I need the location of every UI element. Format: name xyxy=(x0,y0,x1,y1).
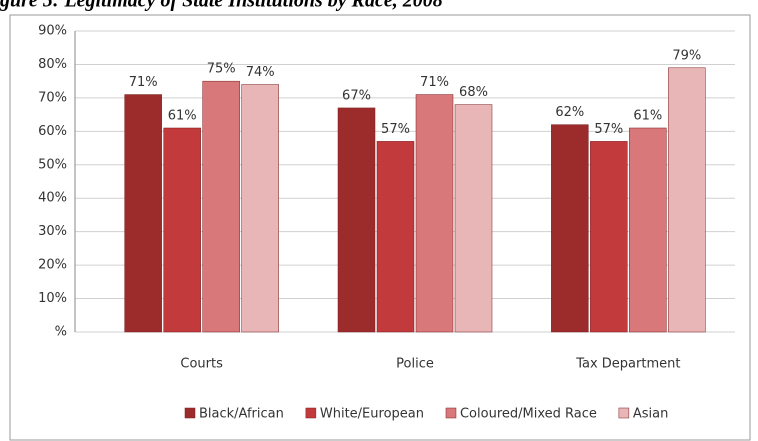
y-tick-label: 40% xyxy=(38,191,67,206)
legend-swatch xyxy=(305,407,317,419)
data-label: 79% xyxy=(672,48,701,63)
bar xyxy=(668,67,706,333)
bar xyxy=(241,84,279,333)
y-tick-label: 70% xyxy=(38,90,67,105)
y-tick-label: 90% xyxy=(38,24,67,39)
bar xyxy=(376,141,415,333)
y-tick-label: 30% xyxy=(38,224,67,239)
legend-swatch xyxy=(618,407,630,419)
bar xyxy=(337,107,376,333)
data-label: 71% xyxy=(129,75,158,90)
x-tick-label: Police xyxy=(396,357,434,372)
y-tick-label: 10% xyxy=(38,291,67,306)
bar xyxy=(163,127,201,333)
data-label: 74% xyxy=(246,65,275,80)
bar xyxy=(124,94,162,333)
y-tick-label: 60% xyxy=(38,124,67,139)
bar xyxy=(590,141,628,333)
data-label: 71% xyxy=(420,75,449,90)
data-label: 61% xyxy=(633,108,662,123)
bar xyxy=(551,124,589,333)
data-label: 62% xyxy=(555,105,584,120)
y-tick-label: % xyxy=(55,325,67,340)
bar xyxy=(415,94,454,333)
y-tick-label: 20% xyxy=(38,258,67,273)
legend-label: White/European xyxy=(320,407,424,422)
data-label: 68% xyxy=(459,85,488,100)
data-label: 57% xyxy=(381,122,410,137)
legend-label: Asian xyxy=(633,407,668,422)
bar xyxy=(202,80,240,333)
data-label: 61% xyxy=(168,108,197,123)
chart-title: gure 5: Legitimacy of State Institutions… xyxy=(0,0,443,12)
legend-swatch xyxy=(184,407,196,419)
legend-swatch xyxy=(445,407,457,419)
y-tick-label: 80% xyxy=(38,57,67,72)
x-tick-label: Courts xyxy=(180,357,223,372)
data-label: 75% xyxy=(207,62,236,77)
data-label: 67% xyxy=(342,88,371,103)
y-tick-label: 50% xyxy=(38,157,67,172)
legend-label: Coloured/Mixed Race xyxy=(460,407,597,422)
bar xyxy=(454,104,493,333)
legend-label: Black/African xyxy=(199,407,284,422)
x-tick-label: Tax Department xyxy=(575,357,680,372)
bar xyxy=(629,127,667,333)
data-label: 57% xyxy=(594,122,623,137)
